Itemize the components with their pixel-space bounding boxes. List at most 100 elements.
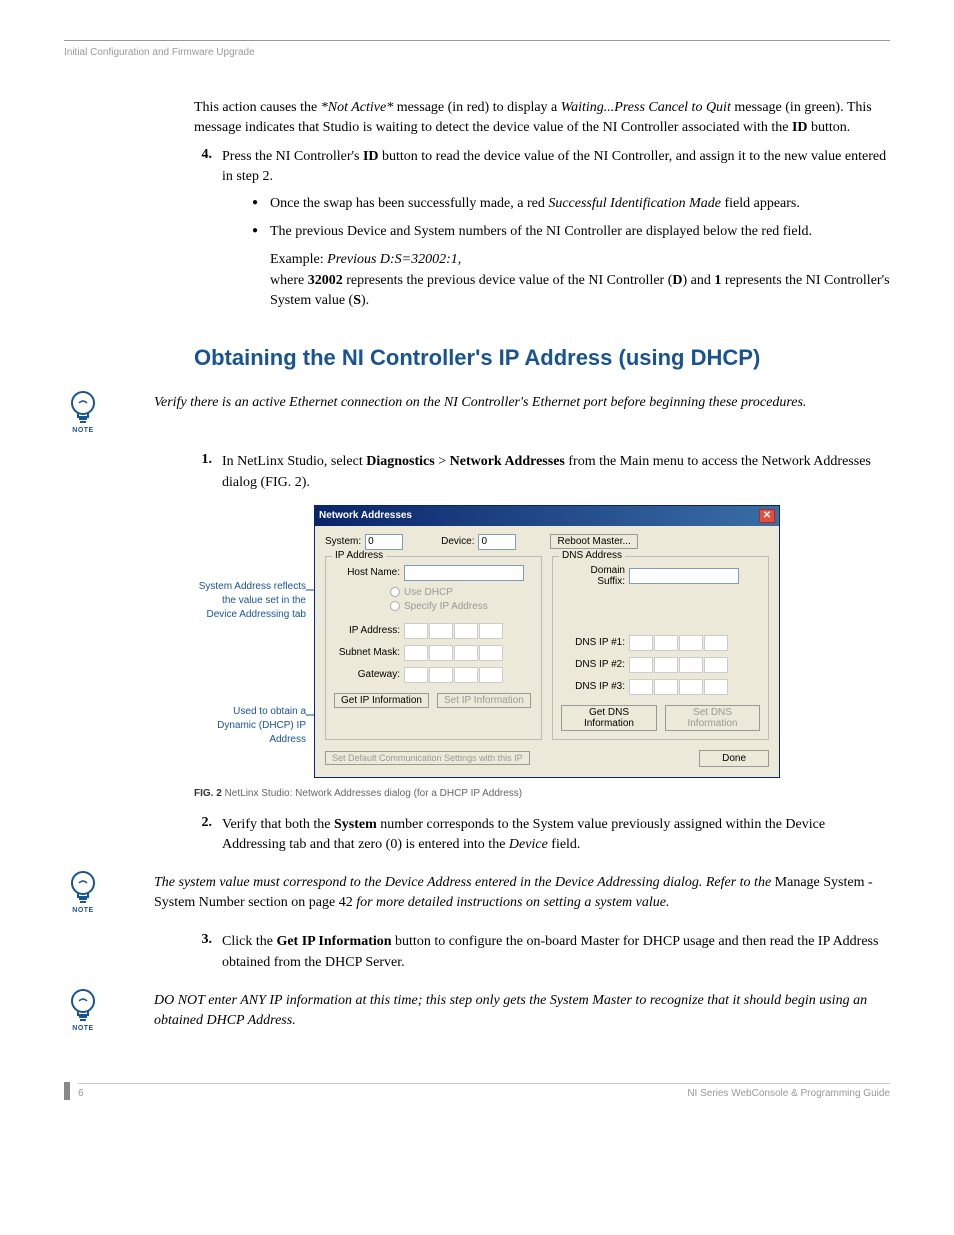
val: S [353,293,361,308]
device-label: Device: [441,536,474,547]
label: IP Address: [334,625,400,636]
text: ). [361,293,369,308]
dhcp-steps: 1. In NetLinx Studio, select Diagnostics… [194,452,890,493]
use-dhcp-radio[interactable]: Use DHCP [390,587,533,598]
bullet-body: Once the swap has been successfully made… [270,194,890,214]
ip-segments[interactable] [404,667,503,683]
note-icon-column: NOTE [64,987,154,1032]
menu-name: Network Addresses [450,454,565,469]
val: D [672,273,682,288]
text: This action causes the [194,100,321,115]
note-label: NOTE [64,1025,102,1032]
set-dns-button[interactable]: Set DNS Information [665,705,760,731]
label: DNS IP #1: [561,637,625,648]
text: In NetLinx Studio, select [222,454,366,469]
set-default-button[interactable]: Set Default Communication Settings with … [325,751,530,765]
set-ip-button[interactable]: Set IP Information [437,693,531,708]
text: The previous Device and System numbers o… [270,222,890,242]
text: where [270,273,308,288]
dns-address-group: DNS Address Domain Suffix: DNS IP #1: DN… [552,556,769,740]
ip-address-group: IP Address Host Name: Use DHCP Specify I… [325,556,542,740]
subnet-row: Subnet Mask: [334,645,533,661]
system-label: System: [325,536,361,547]
text: section on page 42 [245,895,353,910]
bullet-2: ● The previous Device and System numbers… [252,222,890,242]
device-input[interactable] [478,534,516,550]
dns1-row: DNS IP #1: [561,635,760,651]
close-icon[interactable]: ✕ [759,509,775,523]
note-2: NOTE The system value must correspond to… [64,869,890,914]
radio-icon [390,601,400,611]
text: Verify that both the [222,817,334,832]
step-4: 4. Press the NI Controller's ID button t… [194,147,890,319]
done-button[interactable]: Done [699,750,769,767]
step-body: Verify that both the System number corre… [222,815,890,856]
lightbulb-icon [64,987,102,1023]
not-active-msg: *Not Active* [321,100,393,115]
dhcp-steps-cont: 2. Verify that both the System number co… [194,815,890,856]
annotation-dhcp-button: Used to obtain a Dynamic (DHCP) IP Addre… [194,705,306,747]
dialog-titlebar[interactable]: Network Addresses ✕ [315,506,779,526]
step-number: 4. [194,147,222,319]
dialog-body: System: Device: Reboot Master... IP Addr… [315,526,779,777]
note-text: The system value must correspond to the … [154,869,890,912]
label: Gateway: [334,669,400,680]
step-number: 2. [194,815,222,856]
dialog-container: System Address reflects the value set in… [194,505,890,778]
note-label: NOTE [64,907,102,914]
label: Subnet Mask: [334,647,400,658]
text: ) and [683,273,715,288]
hostname-row: Host Name: [334,565,533,581]
text: message (in red) to display a [393,100,561,115]
ip-button-row: Get IP Information Set IP Information [334,693,533,708]
dns3-row: DNS IP #3: [561,679,760,695]
content-block-2: 1. In NetLinx Studio, select Diagnostics… [194,452,890,855]
fig-number: FIG. 2 [194,788,222,799]
note-1: NOTE Verify there is an active Ethernet … [64,389,890,434]
group-title: DNS Address [559,550,625,561]
text: represents the previous device value of … [343,273,673,288]
text: button. [808,120,851,135]
figure-2: System Address reflects the value set in… [194,505,890,799]
ip-segments[interactable] [629,635,728,651]
lightbulb-icon [64,389,102,425]
content-block-3: 3. Click the Get IP Information button t… [194,932,890,973]
id-button-ref: ID [792,120,808,135]
bold: System [334,817,377,832]
note-text: DO NOT enter ANY IP information at this … [154,987,890,1030]
note-label: NOTE [64,427,102,434]
menu-name: Diagnostics [366,454,434,469]
hostname-input[interactable] [404,565,524,581]
footer-text: 6 NI Series WebConsole & Programming Gui… [78,1083,890,1099]
note-3: NOTE DO NOT enter ANY IP information at … [64,987,890,1032]
intro-paragraph: This action causes the *Not Active* mess… [194,98,890,137]
ip-segments[interactable] [404,645,503,661]
dhcp-step-3: 3. Click the Get IP Information button t… [194,932,890,973]
text: Example: [270,252,327,267]
bullet-list: ● Once the swap has been successfully ma… [252,194,890,243]
domain-suffix-input[interactable] [629,568,739,584]
domain-suffix-row: Domain Suffix: [561,565,760,587]
note-icon-column: NOTE [64,389,154,434]
gateway-row: Gateway: [334,667,533,683]
text: Once the swap has been successfully made… [270,196,548,211]
text: Press the NI Controller's [222,149,363,164]
page-number: 6 [78,1088,84,1099]
ip-address-row: IP Address: [334,623,533,639]
ip-segments[interactable] [629,657,728,673]
dialog-title: Network Addresses [319,510,412,521]
dhcp-step-2: 2. Verify that both the System number co… [194,815,890,856]
figure-caption: FIG. 2 NetLinx Studio: Network Addresses… [194,788,890,799]
system-input[interactable] [365,534,403,550]
network-addresses-dialog: Network Addresses ✕ System: Device: Rebo… [314,505,780,778]
get-dns-button[interactable]: Get DNS Information [561,705,657,731]
reboot-master-button[interactable]: Reboot Master... [550,534,637,549]
dns2-row: DNS IP #2: [561,657,760,673]
specify-ip-radio[interactable]: Specify IP Address [390,601,533,612]
label-text: System Address reflects the value set in… [199,581,306,620]
example-value: Previous D:S=32002:1 [327,252,458,267]
fig-text: NetLinx Studio: Network Addresses dialog… [222,788,522,799]
ip-segments[interactable] [629,679,728,695]
get-ip-button[interactable]: Get IP Information [334,693,429,708]
ip-segments[interactable] [404,623,503,639]
